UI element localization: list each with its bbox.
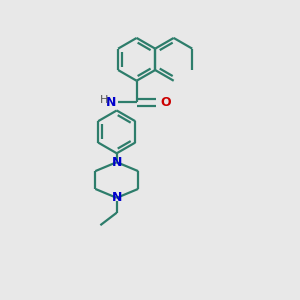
Text: N: N (112, 191, 122, 204)
Text: H: H (100, 95, 108, 105)
Text: O: O (160, 96, 171, 109)
Text: N: N (112, 156, 122, 169)
Text: N: N (106, 96, 117, 109)
